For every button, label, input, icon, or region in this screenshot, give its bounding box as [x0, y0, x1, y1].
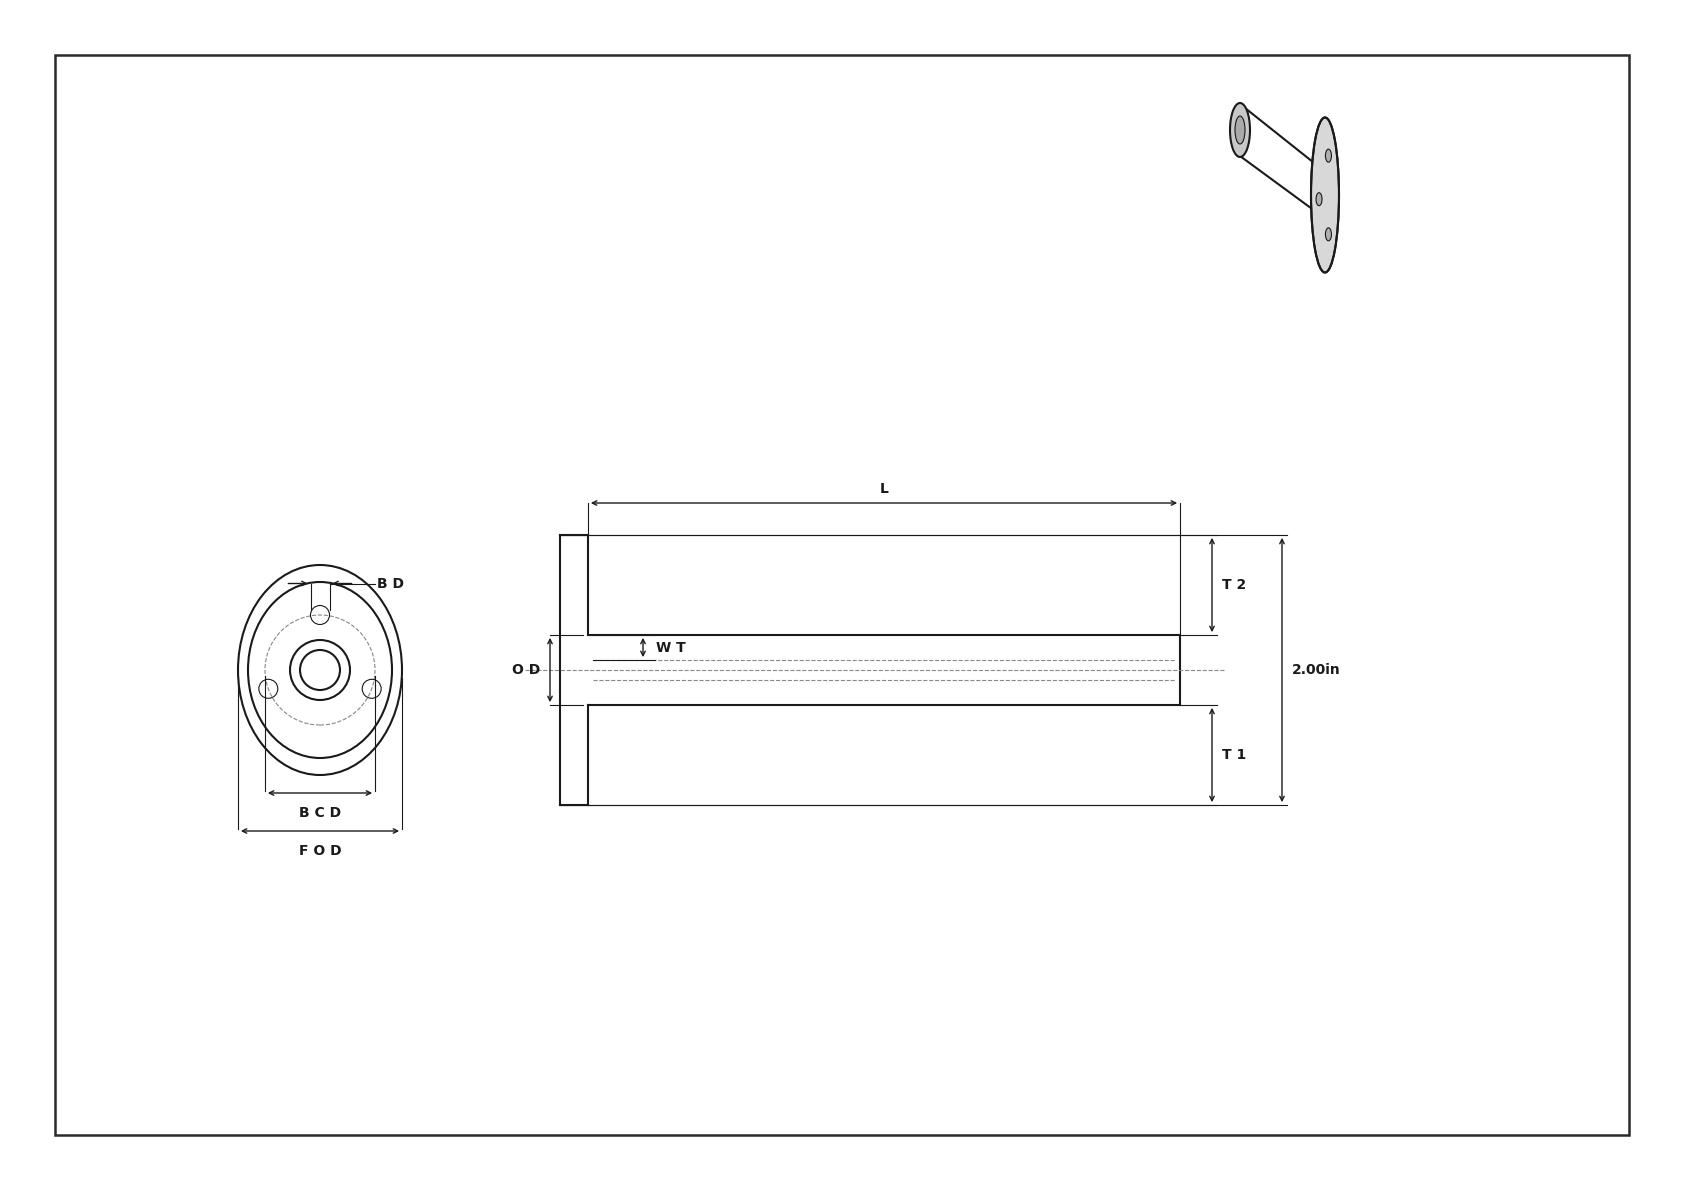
Text: T 1: T 1: [1223, 749, 1246, 762]
Ellipse shape: [1229, 104, 1250, 157]
Text: 2.00in: 2.00in: [1292, 663, 1340, 677]
Text: W T: W T: [657, 640, 685, 654]
Text: T 2: T 2: [1223, 578, 1246, 591]
Text: L: L: [879, 482, 889, 496]
Text: B C D: B C D: [300, 806, 342, 820]
Ellipse shape: [1312, 118, 1339, 273]
Text: B D: B D: [377, 576, 404, 590]
Text: F O D: F O D: [298, 844, 342, 858]
Ellipse shape: [1315, 193, 1322, 206]
Ellipse shape: [1234, 115, 1244, 144]
Text: O D: O D: [512, 663, 541, 677]
Ellipse shape: [1325, 227, 1332, 240]
Ellipse shape: [1325, 149, 1332, 162]
